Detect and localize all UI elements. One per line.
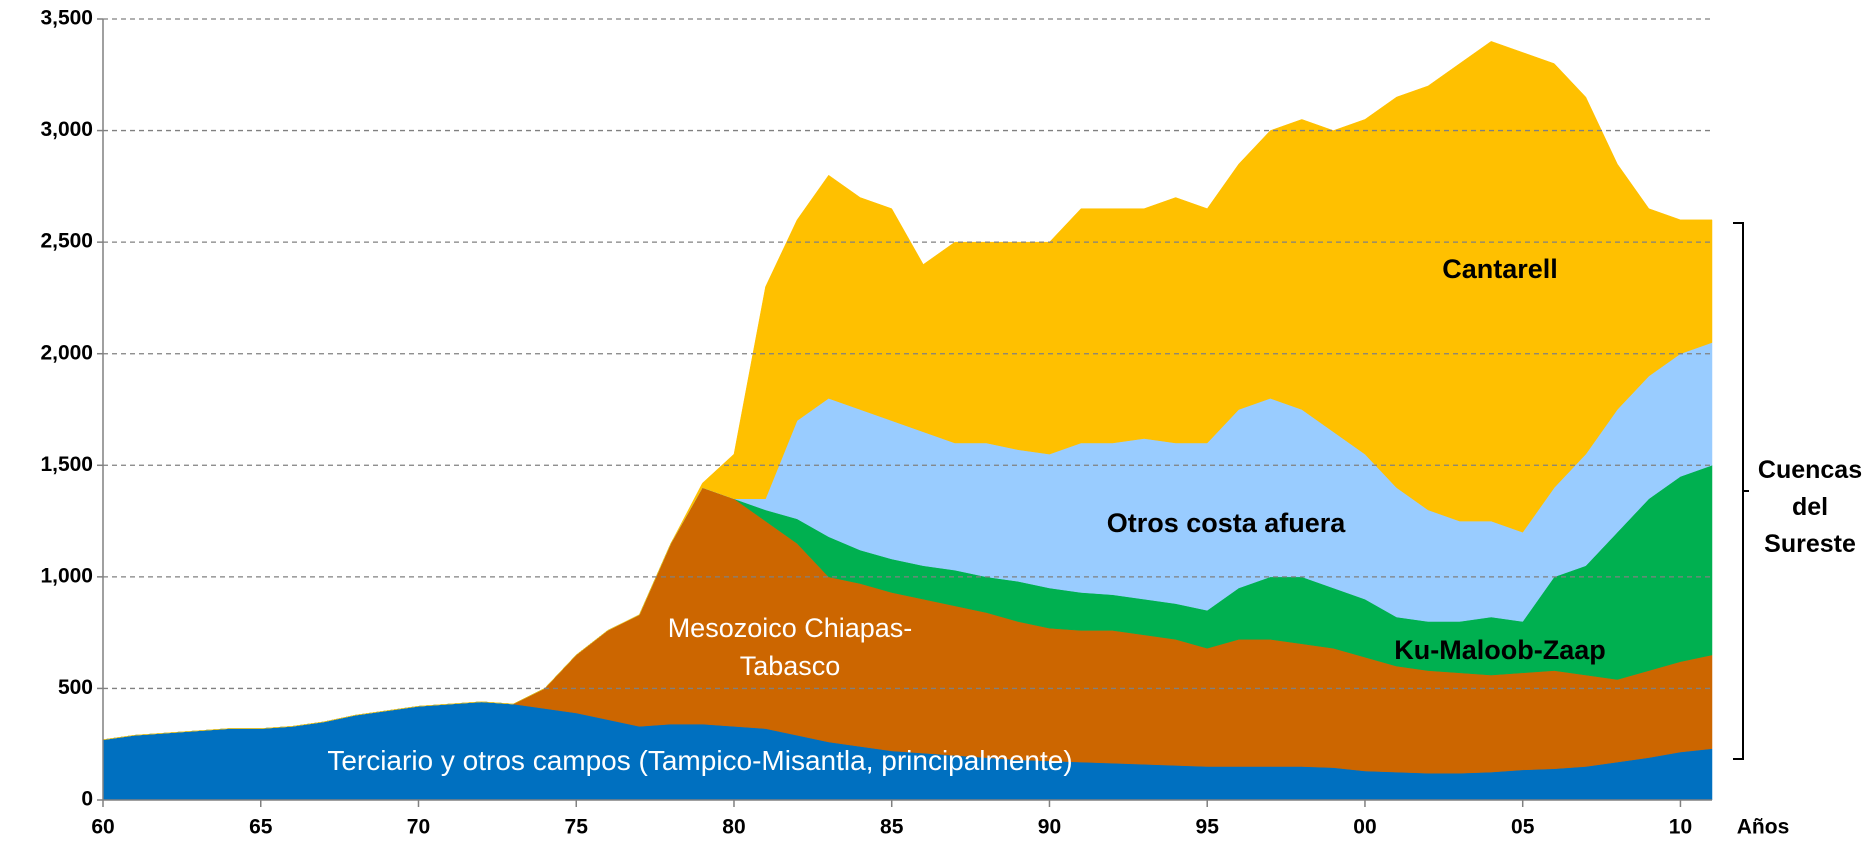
y-tick-label: 1,500 <box>40 453 93 476</box>
area-label: Cantarell <box>1442 254 1558 284</box>
x-tick-label: 95 <box>1196 816 1220 839</box>
y-tick-label: 1,000 <box>40 564 93 587</box>
bracket-label: Cuencas del Sureste <box>1750 452 1870 563</box>
y-tick-label: 0 <box>81 788 93 811</box>
y-tick-label: 3,500 <box>40 7 93 30</box>
y-tick-label: 2,500 <box>40 230 93 253</box>
x-tick-label: 00 <box>1353 816 1376 839</box>
x-tick-label: 60 <box>91 816 114 839</box>
x-tick-label: 65 <box>249 816 273 839</box>
area-label: Terciario y otros campos (Tampico-Misant… <box>327 745 1073 776</box>
y-tick-label: 2,000 <box>40 341 93 364</box>
area-label: Otros costa afuera <box>1106 508 1346 538</box>
x-tick-label: 70 <box>407 816 430 839</box>
area-label: Mesozoico Chiapas-Tabasco <box>667 613 913 681</box>
bracket-label-line: del <box>1791 493 1829 521</box>
y-tick-label: 3,000 <box>40 118 93 141</box>
x-tick-label: 85 <box>880 816 904 839</box>
bracket <box>1733 222 1749 760</box>
x-tick-label: 80 <box>722 816 745 839</box>
x-axis-label: Años <box>1737 816 1790 839</box>
x-tick-label: 90 <box>1038 816 1061 839</box>
area-label: Ku-Maloob-Zaap <box>1394 635 1606 665</box>
bracket-label-line: Sureste <box>1764 530 1856 558</box>
x-tick-label: 75 <box>565 816 589 839</box>
y-tick-label: 500 <box>58 676 93 699</box>
bracket-label-line: Cuencas <box>1757 456 1863 484</box>
x-tick-label: 10 <box>1669 816 1692 839</box>
area <box>102 41 1713 740</box>
x-tick-label: 05 <box>1511 816 1535 839</box>
